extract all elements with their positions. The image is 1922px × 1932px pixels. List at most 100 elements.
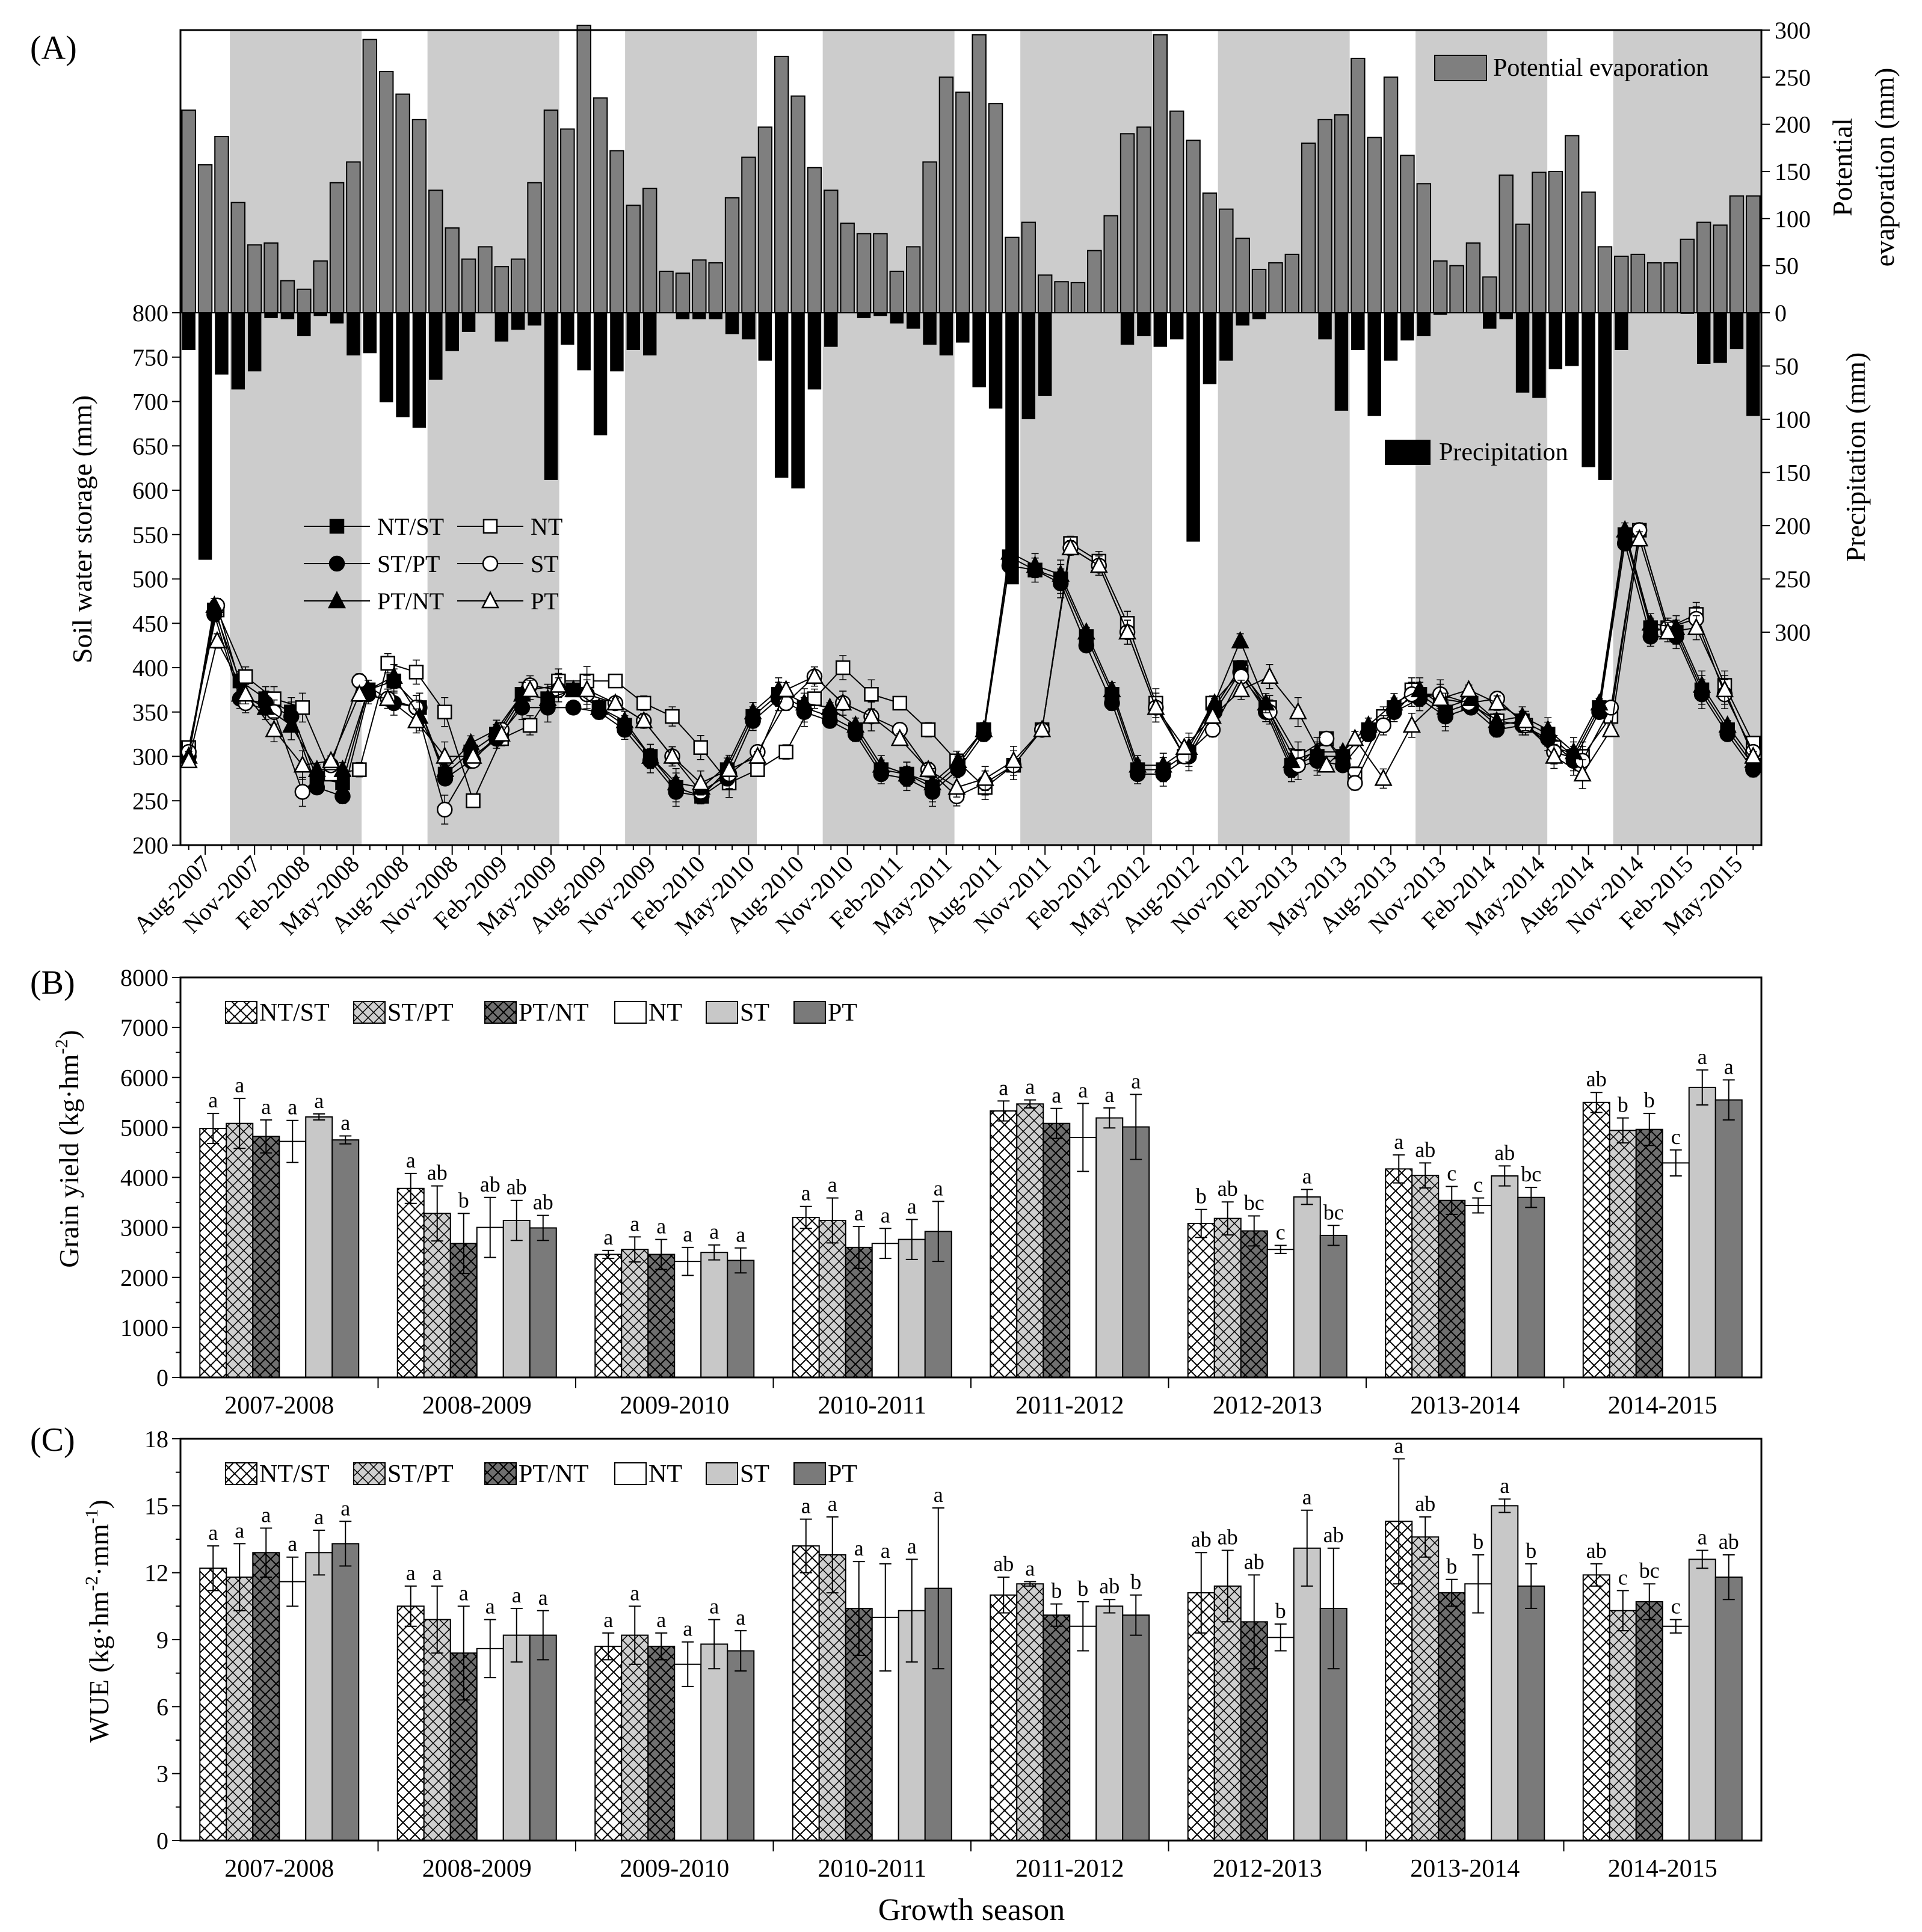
sig-letter-PT-2012-2013: ab bbox=[1323, 1523, 1344, 1547]
evap-bar-Aug-2013 bbox=[1383, 76, 1399, 313]
precip-bar-Jul-2009 bbox=[577, 313, 591, 371]
evap-bar-Aug-2011 bbox=[988, 103, 1003, 313]
precip-bar-Sep-2008 bbox=[412, 313, 427, 428]
ylabel-b-main: Grain yield (kg·hm bbox=[54, 1054, 84, 1267]
bar-ST/PT-2013-2014 bbox=[1411, 1536, 1440, 1841]
precip-bar-Mar-2015 bbox=[1696, 313, 1711, 364]
error-bar-ST-2007-2008 bbox=[313, 1530, 325, 1576]
error-bar-ST/PT-2010-2011 bbox=[826, 1197, 839, 1244]
error-bar-NT-2013-2014 bbox=[1472, 1197, 1485, 1214]
sig-letter-NT-2010-2011: a bbox=[881, 1539, 890, 1563]
y-tick-label-evap-0: 0 bbox=[1775, 300, 1787, 327]
point-PT-42 bbox=[1374, 768, 1393, 786]
sig-letter-PT/NT-2009-2010: a bbox=[656, 1214, 666, 1238]
legend-swatch-PT/NT bbox=[484, 1462, 517, 1485]
point-NT-16 bbox=[636, 695, 651, 711]
error-bar-NT-2008-2009 bbox=[484, 1619, 496, 1679]
point-PT/NT-28 bbox=[898, 764, 916, 782]
precip-bar-Feb-2014 bbox=[1483, 313, 1497, 329]
point-PT-40 bbox=[1317, 755, 1336, 773]
bar-PT-2009-2010 bbox=[727, 1260, 755, 1379]
legend-c: NT/ST ST/PT PT/NT NT ST PT bbox=[225, 1460, 857, 1488]
y-tick-label-6: 6 bbox=[156, 1693, 168, 1720]
legend-label-precipitation: Precipitation bbox=[1439, 438, 1568, 466]
bar-NT/ST-2008-2009 bbox=[396, 1187, 425, 1378]
sig-letter-ST/PT-2009-2010: a bbox=[630, 1581, 639, 1605]
evap-bar-Apr-2008 bbox=[329, 182, 345, 313]
precip-bar-Mar-2014 bbox=[1499, 313, 1513, 319]
y-tick-label-left-400: 400 bbox=[132, 654, 168, 681]
error-bar-ST-2011-2012 bbox=[1103, 1599, 1116, 1614]
point-PT-45 bbox=[1459, 680, 1478, 698]
evap-bar-Nov-2008 bbox=[445, 227, 460, 313]
bar-NT/ST-2010-2011 bbox=[792, 1217, 820, 1378]
legend-swatch-ST/PT bbox=[353, 1001, 386, 1024]
bar-NT/ST-2008-2009 bbox=[396, 1605, 425, 1841]
sig-letter-ST/PT-2011-2012: a bbox=[1025, 1557, 1035, 1581]
point-PT-30 bbox=[1033, 719, 1052, 737]
point-PT-17 bbox=[663, 746, 682, 764]
ylabel-c-sup2: -1 bbox=[82, 1509, 102, 1524]
evap-bar-Feb-2009 bbox=[494, 266, 510, 314]
bar-PT-2011-2012 bbox=[1122, 1126, 1150, 1378]
y-tick-label-9: 9 bbox=[156, 1626, 168, 1654]
ylabel-c-main: WUE (kg·hm bbox=[84, 1591, 114, 1743]
evap-bar-Jan-2010 bbox=[675, 272, 691, 314]
bar-PT-2008-2009 bbox=[529, 1227, 557, 1379]
point-PT-39 bbox=[1289, 702, 1307, 719]
bar-ST-2010-2011 bbox=[898, 1238, 926, 1378]
bar-PT-2012-2013 bbox=[1319, 1234, 1348, 1379]
bar-NT-2010-2011 bbox=[871, 1243, 899, 1379]
ylabel-c-sup1: -2 bbox=[82, 1576, 102, 1591]
error-bar-ST-2014-2015 bbox=[1696, 1549, 1708, 1569]
error-bar-PT/NT-2007-2008 bbox=[260, 1527, 273, 1578]
error-bar-NT/ST-2007-2008 bbox=[207, 1545, 220, 1592]
sig-letter-PT-2010-2011: a bbox=[934, 1176, 943, 1200]
bar-ST/PT-2013-2014 bbox=[1411, 1175, 1440, 1379]
error-bar-NT/ST-2011-2012 bbox=[997, 1100, 1010, 1122]
y-tick-label-15: 15 bbox=[144, 1492, 168, 1519]
y-tick-label-evap-50: 50 bbox=[1775, 253, 1799, 280]
bar-PT-2013-2014 bbox=[1517, 1196, 1545, 1378]
legend-label-NT/ST: NT/ST bbox=[259, 999, 330, 1027]
y-tick-label-left-550: 550 bbox=[132, 521, 168, 549]
error-bar-PT/NT-2009-2010 bbox=[655, 1632, 668, 1661]
error-bar-ST-2007-2008 bbox=[313, 1113, 325, 1121]
precip-bar-Oct-2011 bbox=[1021, 313, 1036, 419]
ylabel-b-sup: -2 bbox=[52, 1039, 72, 1054]
point-PT-8 bbox=[407, 710, 426, 728]
sig-letter-NT/ST-2010-2011: a bbox=[801, 1494, 811, 1518]
point-ST-41 bbox=[1347, 775, 1363, 791]
precip-bar-Oct-2014 bbox=[1615, 313, 1628, 350]
precip-bar-Jun-2009 bbox=[561, 313, 574, 345]
sig-letter-ST/PT-2007-2008: a bbox=[235, 1518, 244, 1542]
bar-NT-2012-2013 bbox=[1266, 1249, 1295, 1378]
point-PT-47 bbox=[1516, 710, 1535, 728]
error-bar-PT-2011-2012 bbox=[1130, 1094, 1142, 1160]
sig-letter-ST-2013-2014: a bbox=[1500, 1474, 1509, 1498]
error-bar-PT-2014-2015 bbox=[1722, 1554, 1735, 1601]
legend-swatch-ST bbox=[706, 1001, 738, 1024]
point-PT/NT-24 bbox=[795, 693, 813, 711]
error-bar-NT-2010-2011 bbox=[879, 1563, 892, 1672]
y-axis-label-precipitation: Precipitation (mm) bbox=[1840, 352, 1871, 562]
point-PT-0 bbox=[179, 751, 198, 769]
error-bar-PT/NT-2012-2013 bbox=[1248, 1574, 1260, 1670]
point-PT/NT-38 bbox=[1154, 755, 1172, 773]
evap-bar-Jan-2009 bbox=[478, 246, 493, 314]
error-bar-PT-2009-2010 bbox=[735, 1247, 747, 1274]
evap-bar-May-2012 bbox=[1136, 126, 1151, 313]
x-category-label-2009-2010: 2009-2010 bbox=[620, 1392, 729, 1420]
point-PT/NT-40 bbox=[1205, 693, 1224, 711]
precip-bar-Jul-2007 bbox=[182, 313, 196, 350]
evap-bar-Oct-2013 bbox=[1416, 183, 1432, 313]
evap-bar-Oct-2014 bbox=[1614, 256, 1629, 313]
point-PT-14 bbox=[578, 680, 596, 698]
y-tick-label-left-750: 750 bbox=[132, 344, 168, 371]
legend-label-PT: PT bbox=[828, 1460, 857, 1488]
evap-bar-Jul-2013 bbox=[1367, 137, 1382, 313]
bar-PT/NT-2007-2008 bbox=[252, 1136, 280, 1379]
sig-letter-NT-2014-2015: c bbox=[1671, 1595, 1681, 1619]
sig-letter-PT/NT-2007-2008: a bbox=[261, 1503, 271, 1527]
